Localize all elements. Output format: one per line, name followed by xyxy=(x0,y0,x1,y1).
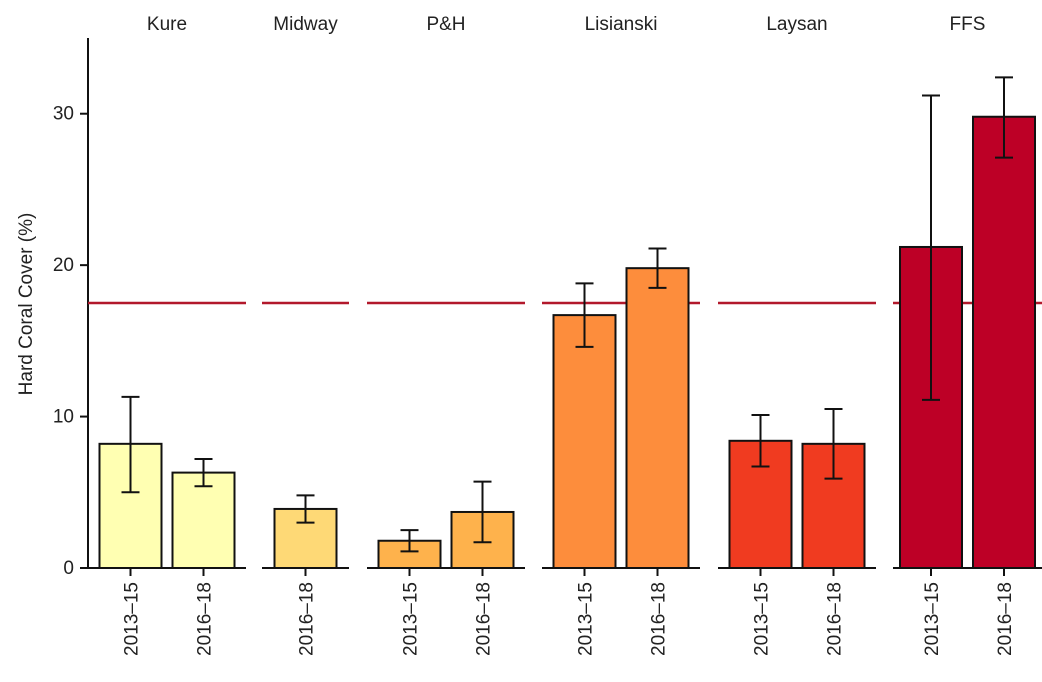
y-axis-label: Hard Coral Cover (%) xyxy=(16,213,37,396)
facet-label: Lisianski xyxy=(585,14,658,35)
facet-label: Laysan xyxy=(766,14,827,35)
facet-label: P&H xyxy=(426,14,465,35)
facet-label: Midway xyxy=(273,14,338,35)
x-axis-tick-label: 2013–15 xyxy=(752,582,773,656)
y-axis-tick-label: 10 xyxy=(53,407,74,428)
bar xyxy=(552,314,617,569)
facet-panel: P&H 2013–15 2016–18 xyxy=(367,14,525,656)
x-axis-tick-label: 2013–15 xyxy=(401,582,422,656)
y-axis-tick-label: 30 xyxy=(53,104,74,125)
bar xyxy=(972,115,1036,569)
x-axis-tick-label: 2013–15 xyxy=(922,582,943,656)
x-axis-tick-label: 2013–15 xyxy=(576,582,597,656)
x-axis-tick-label: 2016–18 xyxy=(297,582,318,656)
x-axis-tick-label: 2016–18 xyxy=(995,582,1016,656)
facet-panel: Laysan 2013–15 2016–18 xyxy=(718,14,876,656)
bar xyxy=(171,471,236,570)
facet-panel: Lisianski 2013–15 2016–18 xyxy=(542,14,700,656)
x-axis-tick-label: 2016–18 xyxy=(474,582,495,656)
facet-panel: Midway 2016–18 xyxy=(262,14,349,656)
y-axis-tick-label: 20 xyxy=(53,255,74,276)
bar xyxy=(625,267,690,569)
x-axis-tick-label: 2016–18 xyxy=(195,582,216,656)
facet-label: FFS xyxy=(950,14,986,35)
facet-panel: FFS 2013–15 2016–18 xyxy=(893,14,1042,656)
y-axis-tick-label: 0 xyxy=(63,558,74,579)
x-axis-tick-label: 2013–15 xyxy=(122,582,143,656)
x-axis-tick-label: 2016–18 xyxy=(649,582,670,656)
facet-label: Kure xyxy=(147,14,187,35)
x-axis-tick-label: 2016–18 xyxy=(825,582,846,656)
facet-panel: Kure 2013–15 2016–18 xyxy=(88,14,246,656)
